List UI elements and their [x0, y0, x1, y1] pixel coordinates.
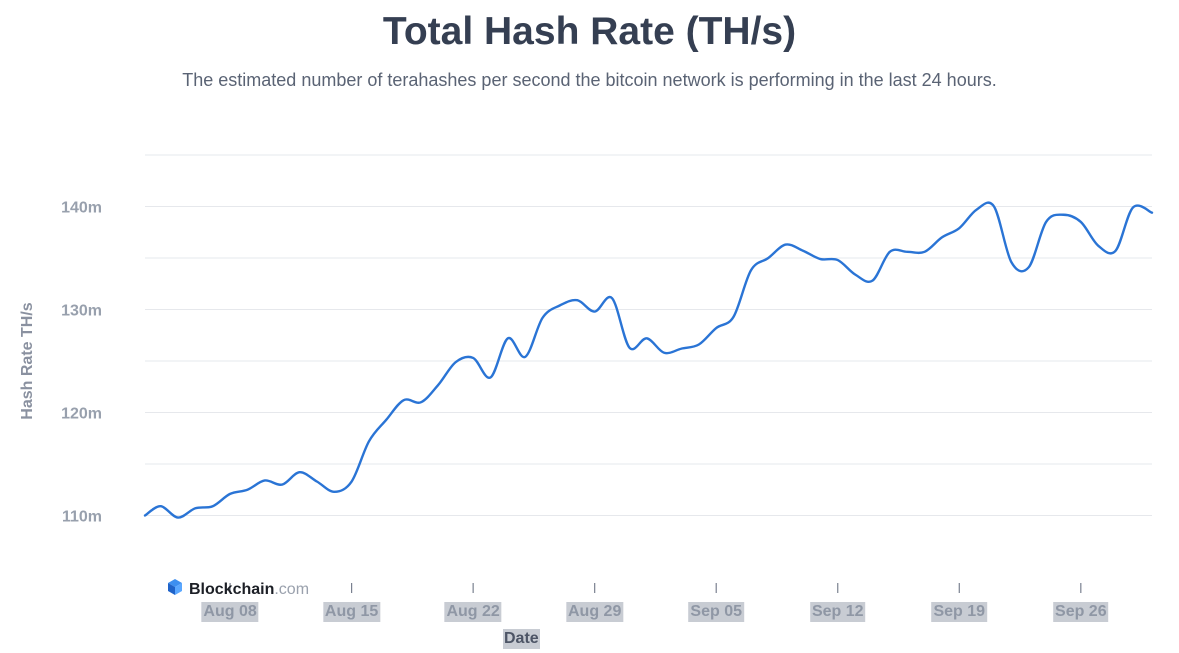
data-point	[574, 297, 580, 303]
data-point	[262, 477, 268, 483]
data-point	[192, 505, 198, 511]
x-tick-label: Sep 19	[931, 602, 988, 622]
data-point	[1149, 210, 1155, 216]
x-tick-label: Aug 08	[201, 602, 259, 622]
data-point	[210, 503, 216, 509]
data-point	[314, 479, 320, 485]
y-tick-label: 140m	[61, 200, 102, 217]
data-point	[713, 325, 719, 331]
data-point	[1130, 205, 1136, 211]
data-point	[783, 242, 789, 248]
data-point	[175, 515, 181, 521]
chart-title: Total Hash Rate (TH/s)	[382, 10, 797, 53]
data-point	[991, 204, 997, 210]
data-point	[331, 489, 337, 495]
data-point	[1008, 259, 1014, 265]
data-point	[401, 397, 407, 403]
data-point	[1026, 264, 1032, 270]
data-point	[974, 207, 980, 213]
data-point	[1078, 219, 1084, 225]
data-point	[748, 267, 754, 273]
data-point	[279, 482, 285, 488]
y-tick-labels: 110m 120m 130m 140m	[61, 200, 102, 526]
data-point	[505, 335, 511, 341]
x-tick-marks	[229, 583, 1082, 593]
data-point	[158, 503, 164, 509]
data-point	[383, 417, 389, 423]
chart-subtitle: The estimated number of terahashes per s…	[182, 70, 997, 90]
data-point	[696, 342, 702, 348]
data-point	[678, 346, 684, 352]
y-tick-label: 110m	[62, 509, 102, 526]
data-point	[227, 491, 233, 497]
series-layer	[142, 201, 1155, 521]
data-point	[817, 256, 823, 262]
data-point	[1060, 212, 1066, 218]
data-point	[731, 314, 737, 320]
data-point	[956, 225, 962, 231]
grid-lines	[145, 154, 1152, 516]
data-point	[922, 249, 928, 255]
data-point	[366, 438, 372, 444]
data-point	[244, 487, 250, 493]
data-point	[349, 479, 355, 485]
data-point	[765, 255, 771, 261]
data-point	[800, 248, 806, 254]
blockchain-logo-icon	[166, 578, 184, 601]
data-point	[852, 271, 858, 277]
x-tick-label: Aug 29	[566, 602, 624, 622]
y-tick-label: 120m	[61, 406, 102, 423]
y-tick-label: 130m	[61, 303, 102, 320]
data-point	[557, 302, 563, 308]
data-point	[297, 469, 303, 475]
data-point	[522, 354, 528, 360]
data-point	[142, 513, 148, 519]
data-point	[939, 234, 945, 240]
data-point	[835, 257, 841, 263]
watermark-brand: Blockchain	[189, 580, 275, 598]
data-point	[661, 350, 667, 356]
hash-rate-line	[143, 201, 1154, 519]
data-point	[609, 295, 615, 301]
x-axis-label: Date	[503, 629, 540, 649]
data-point	[644, 335, 650, 341]
data-point	[869, 278, 875, 284]
data-point	[540, 315, 546, 321]
blockchain-watermark: Blockchain.com	[166, 578, 309, 601]
data-point	[1043, 219, 1049, 225]
data-point	[435, 382, 441, 388]
data-point	[470, 355, 476, 361]
x-tick-label: Sep 05	[688, 602, 744, 622]
x-tick-label: Aug 22	[444, 602, 502, 622]
data-point	[904, 249, 910, 255]
data-point	[626, 345, 632, 351]
data-point	[887, 249, 893, 255]
data-point	[1095, 243, 1101, 249]
data-point	[453, 359, 459, 365]
data-point	[488, 374, 494, 380]
x-tick-label: Sep 26	[1053, 602, 1109, 622]
x-tick-label: Sep 12	[809, 602, 866, 622]
data-point	[1113, 248, 1119, 254]
data-point	[592, 309, 598, 315]
x-tick-label: Aug 15	[322, 602, 381, 622]
data-point	[418, 399, 424, 405]
watermark-suffix: .com	[274, 580, 310, 598]
